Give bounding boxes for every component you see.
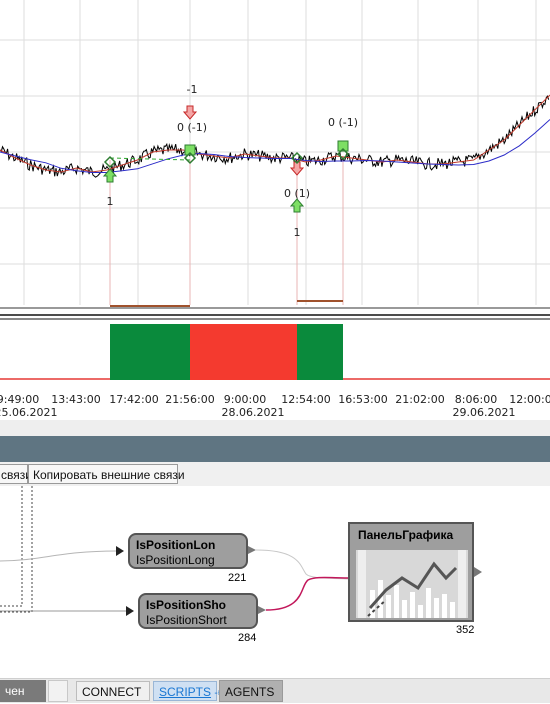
signal-diamond-icon: [183, 151, 197, 165]
position-band-short: [190, 324, 297, 380]
stop-line: [109, 157, 191, 161]
node-subtitle: IsPositionShort: [146, 613, 227, 627]
arrow-icon: [116, 546, 124, 556]
copy-external-links-button[interactable]: Копировать внешние связи: [28, 464, 185, 484]
node-chart-panel[interactable]: ПанельГрафика: [348, 522, 474, 622]
tab-previous[interactable]: чен: [0, 680, 46, 702]
output-port-icon[interactable]: [474, 567, 482, 577]
output-port-icon[interactable]: [248, 546, 256, 554]
dashed-link: [0, 486, 23, 607]
sell-arrow-icon: [289, 161, 305, 176]
trade-annotation: 1: [107, 195, 114, 208]
tab-scripts-label: SCRIPTS: [159, 685, 212, 699]
signal-diamond-icon: [336, 147, 350, 161]
trade-annotation: 1: [294, 226, 301, 239]
buy-arrow-icon: [289, 198, 305, 213]
panel-splitter[interactable]: [0, 436, 550, 462]
x-date-label: 25.06.2021: [0, 406, 57, 419]
trade-annotation: 0 (1): [284, 187, 310, 200]
pin-icon[interactable]: -¤: [214, 688, 223, 699]
position-band-long: [297, 324, 343, 380]
diagram-toolbar: связи Копировать внешние связи: [0, 462, 550, 487]
cut-links-button[interactable]: связи: [0, 464, 32, 484]
dashed-link: [0, 486, 33, 613]
node-subtitle: IsPositionLong: [136, 553, 215, 567]
x-tick-label: 17:42:00: [109, 393, 158, 406]
link-to-long[interactable]: [0, 550, 117, 562]
node-is-position-short[interactable]: IsPositionSho IsPositionShort: [138, 593, 258, 629]
node-id: 352: [456, 624, 475, 636]
trade-annotation: -1: [187, 83, 198, 96]
node-id: 221: [228, 572, 247, 584]
x-tick-label: 8:06:00: [455, 393, 497, 406]
x-tick-label: 12:00:00: [509, 393, 550, 406]
x-tick-label: 9:00:00: [224, 393, 266, 406]
tab-agents[interactable]: AGENTS: [219, 680, 283, 702]
bottom-tab-bar: чен CONNECT SCRIPTS -¤ AGENTS: [0, 678, 550, 703]
x-date-label: 29.06.2021: [453, 406, 516, 419]
sell-arrow-icon: [182, 105, 198, 120]
tab-blank[interactable]: [48, 680, 68, 702]
output-port-icon[interactable]: [258, 606, 266, 614]
tab-scripts[interactable]: SCRIPTS -¤: [153, 681, 223, 701]
x-tick-label: 13:43:00: [51, 393, 100, 406]
buy-arrow-icon: [102, 168, 118, 183]
link-short-to-panel[interactable]: [265, 576, 353, 611]
node-title: IsPositionLon: [136, 538, 216, 552]
x-tick-label: 21:02:00: [395, 393, 444, 406]
chart-canvas[interactable]: 1-10 (-1)0 (1)10 (-1) 9:49:0025.06.20211…: [0, 0, 550, 436]
node-is-position-long[interactable]: IsPositionLon IsPositionLong: [128, 533, 248, 569]
x-tick-label: 21:56:00: [165, 393, 214, 406]
position-band-long: [110, 324, 190, 380]
node-id: 284: [238, 632, 257, 644]
horizontal-scrollbar[interactable]: [0, 420, 550, 436]
node-title: IsPositionSho: [146, 598, 227, 612]
signal-diamond-icon: [103, 155, 117, 169]
exit-marker-icon: [184, 144, 196, 156]
arrow-icon: [126, 606, 134, 616]
price-line: [0, 95, 550, 178]
trade-annotation: 0 (-1): [328, 116, 358, 129]
chart-panel-icon: [356, 550, 468, 618]
panel-title: ПанельГрафика: [358, 528, 454, 542]
x-tick-label: 12:54:00: [281, 393, 330, 406]
signal-diamond-icon: [290, 151, 304, 165]
x-tick-label: 9:49:00: [0, 393, 39, 406]
price-chart[interactable]: 1 -1 0 (-1) 0 (1) 1 0 (-1) 9:49:00 25.06.2021 1…: [0, 0, 550, 436]
diagram-canvas[interactable]: IsPositionLon IsPositionLong 221 IsPosit…: [0, 486, 550, 678]
trade-annotation: 0 (-1): [177, 121, 207, 134]
tab-connect[interactable]: CONNECT: [76, 681, 150, 701]
x-date-label: 28.06.2021: [222, 406, 285, 419]
exit-marker-icon: [337, 140, 349, 152]
x-tick-label: 16:53:00: [338, 393, 387, 406]
slow-ma-line: [0, 119, 550, 173]
link-long-to-panel[interactable]: [255, 549, 351, 580]
